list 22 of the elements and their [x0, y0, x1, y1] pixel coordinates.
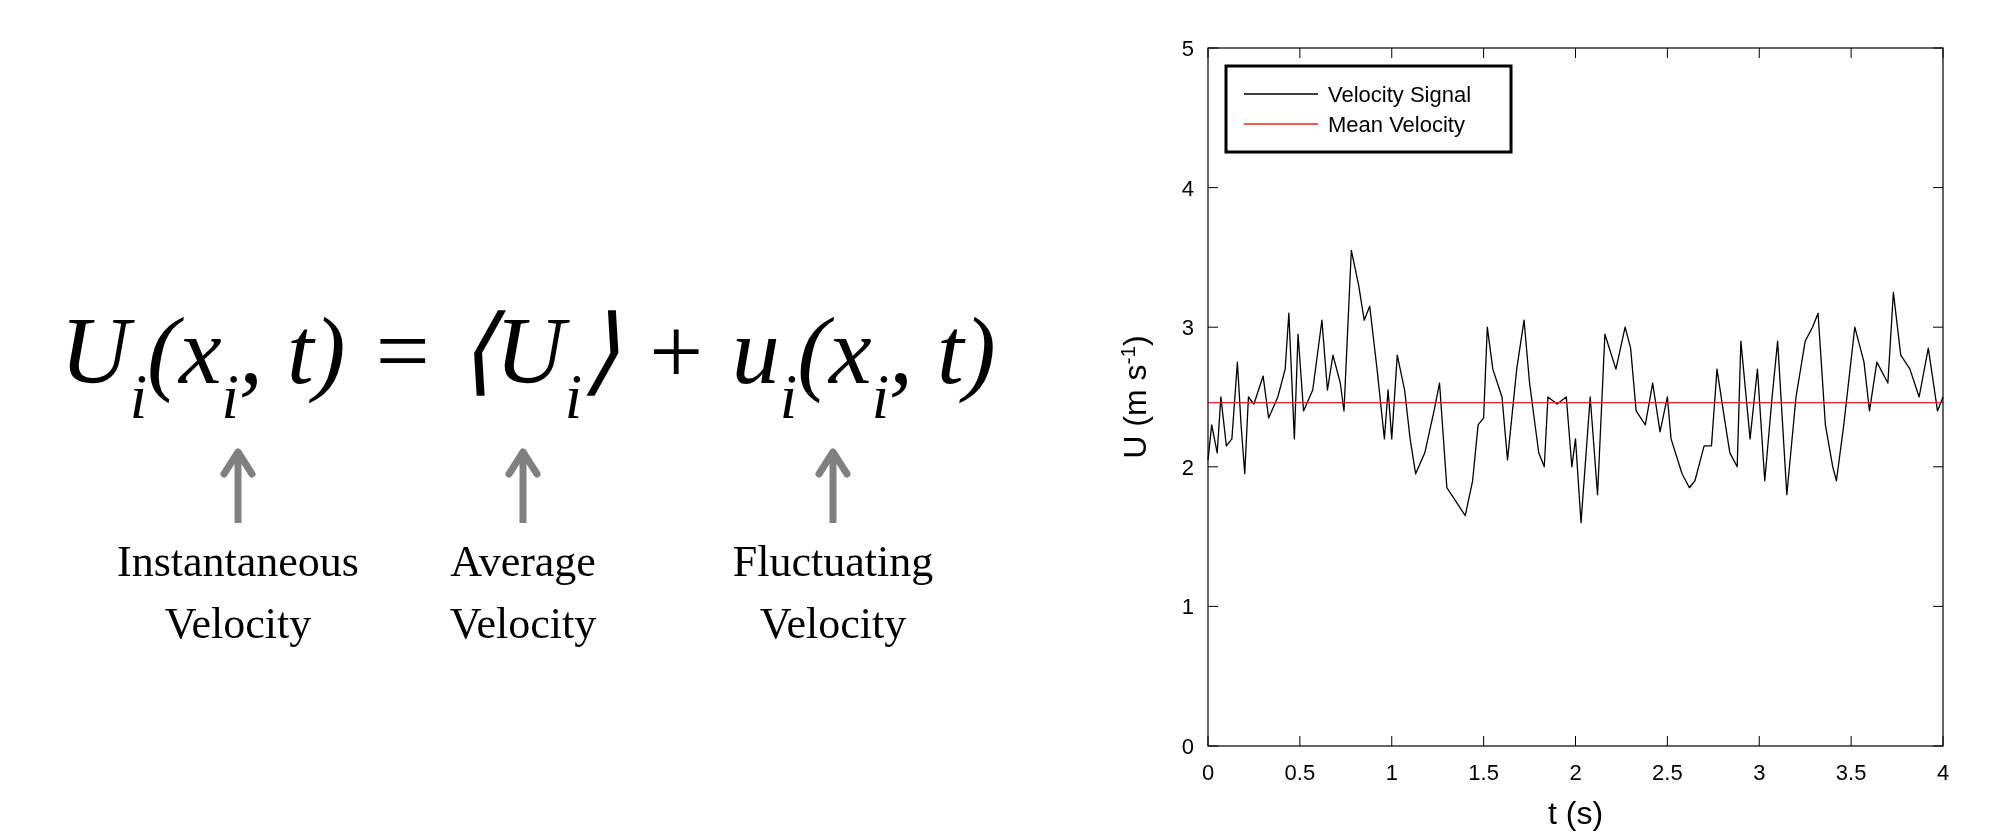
y-tick-label: 2	[1181, 454, 1194, 480]
legend-label: Mean Velocity	[1328, 112, 1465, 137]
y-tick-label: 3	[1181, 315, 1194, 341]
x-tick-label: 3	[1753, 760, 1766, 785]
x-tick-label: 2	[1569, 760, 1582, 785]
y-tick-label: 4	[1181, 175, 1194, 201]
legend-label: Velocity Signal	[1328, 82, 1472, 107]
x-tick-label: 1	[1385, 760, 1398, 785]
text: Average Velocity	[449, 537, 597, 648]
x-tick-label: 3.5	[1835, 760, 1867, 785]
y-tick-label: 5	[1181, 36, 1194, 61]
text: Fluctuating Velocity	[732, 537, 934, 648]
x-tick-label: 1.5	[1468, 760, 1499, 785]
x-tick-label: 4	[1936, 760, 1950, 785]
text: Instantaneous Velocity	[117, 537, 359, 648]
y-tick-label: 0	[1181, 734, 1194, 759]
x-axis-title: t (s)	[1547, 795, 1604, 831]
x-tick-label: 2.5	[1652, 760, 1683, 785]
x-tick-label: 0.5	[1284, 760, 1316, 785]
x-tick-label: 0	[1201, 760, 1215, 785]
text: U$_{i}$(x$_{i}$, t) = ⟨U$_{i}$⟩ + u$_{i}$(x$_{i}$, t)	[60, 297, 996, 431]
y-tick-label: 1	[1181, 594, 1194, 620]
